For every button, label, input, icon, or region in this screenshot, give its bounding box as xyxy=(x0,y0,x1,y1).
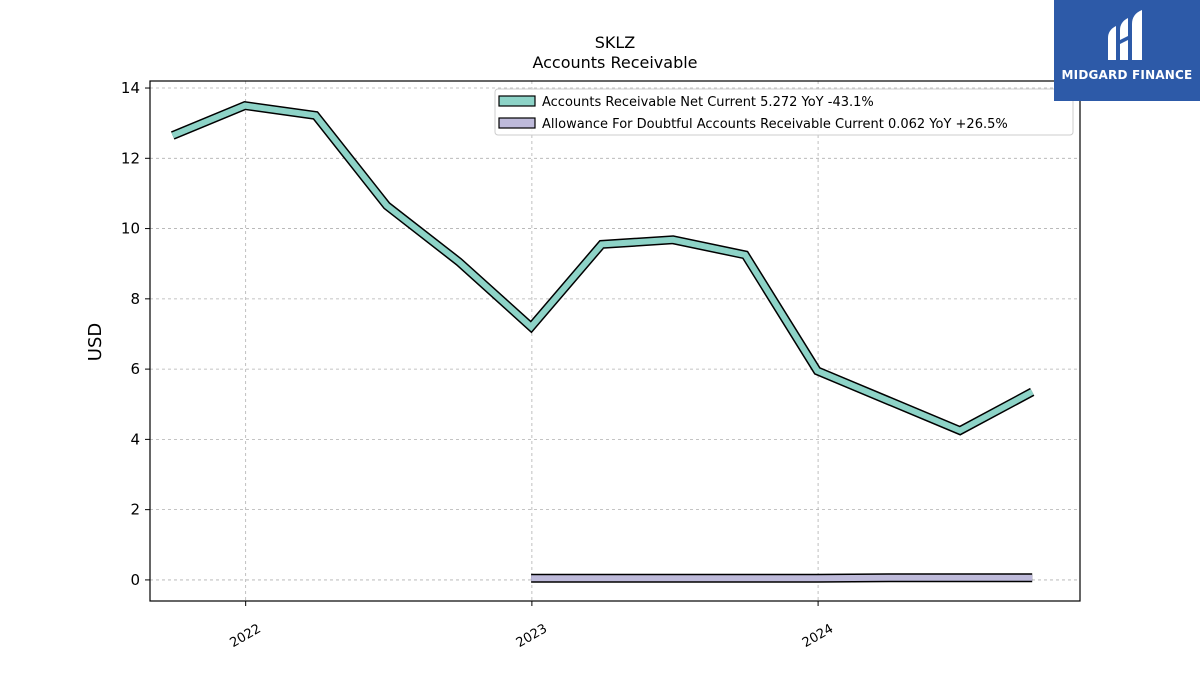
data-point xyxy=(816,577,818,579)
series-line-outline xyxy=(170,100,1035,436)
series-line xyxy=(531,574,1033,582)
series-1 xyxy=(170,100,1035,436)
data-point xyxy=(959,430,961,432)
data-point xyxy=(601,243,603,245)
legend-label: Accounts Receivable Net Current 5.272 Yo… xyxy=(542,95,874,110)
y-tick-label: 10 xyxy=(121,220,140,238)
x-tick-label: 2023 xyxy=(514,621,550,651)
x-tick-label: 2022 xyxy=(228,621,264,651)
legend: Accounts Receivable Net Current 5.272 Yo… xyxy=(494,88,1074,136)
x-tick-label: 2024 xyxy=(800,621,836,651)
series-layer xyxy=(170,100,1035,583)
data-point xyxy=(672,577,674,579)
data-point xyxy=(1031,577,1033,579)
legend-swatch xyxy=(498,95,536,107)
y-tick-label: 2 xyxy=(130,501,140,519)
y-tick-label: 4 xyxy=(130,430,140,448)
data-point xyxy=(530,326,532,328)
plot-frame xyxy=(149,80,1081,602)
y-tick-label: 0 xyxy=(130,571,140,589)
data-point xyxy=(888,577,890,579)
chart-title: SKLZ xyxy=(595,33,636,52)
data-point xyxy=(530,577,532,579)
axes: 0 2 4 6 8 10 12 14 2022 2023 2024 xyxy=(121,79,836,651)
y-tick-label: 8 xyxy=(130,290,140,308)
data-point xyxy=(386,205,388,207)
y-tick-label: 12 xyxy=(121,149,140,167)
chart-subtitle: Accounts Receivable xyxy=(532,53,697,72)
data-point xyxy=(601,577,603,579)
data-point xyxy=(172,134,174,136)
data-point xyxy=(1031,391,1033,393)
legend-box xyxy=(494,88,1074,136)
data-point xyxy=(244,105,246,107)
y-tick-label: 14 xyxy=(121,79,140,97)
series-2 xyxy=(530,573,1033,583)
data-point xyxy=(744,577,746,579)
data-point xyxy=(744,254,746,256)
legend-swatch xyxy=(498,117,536,129)
data-point xyxy=(458,261,460,263)
data-point xyxy=(816,370,818,372)
logo-text: MIDGARD FINANCE xyxy=(1061,68,1193,82)
data-point xyxy=(314,114,316,116)
grid xyxy=(150,81,1080,601)
legend-label: Allowance For Doubtful Accounts Receivab… xyxy=(542,117,1008,132)
series-line xyxy=(171,102,1034,434)
midgard-finance-logo: MIDGARD FINANCE xyxy=(1054,0,1200,101)
data-point xyxy=(959,577,961,579)
y-axis-label: USD xyxy=(85,323,106,361)
y-tick-label: 6 xyxy=(130,360,140,378)
logo-mark-icon xyxy=(1108,10,1142,60)
data-point xyxy=(672,239,674,241)
